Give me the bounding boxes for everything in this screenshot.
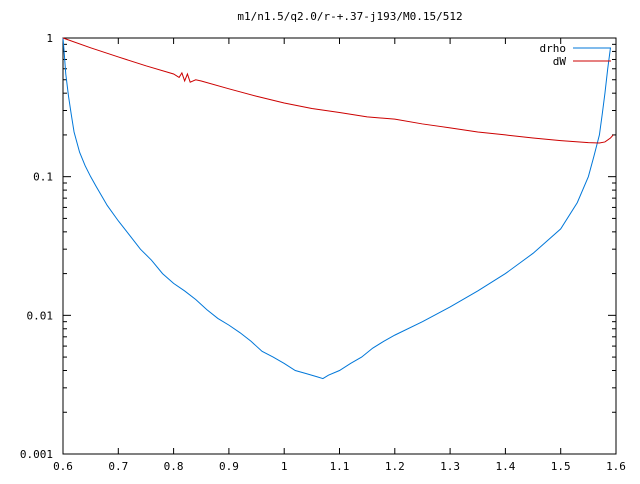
x-tick-label: 0.8 (164, 460, 184, 473)
x-tick-label: 1 (281, 460, 288, 473)
ticks-layer: 0.6 0.7 0.8 0.9 1 1.1 1.2 1.3 1.4 1.5 1.6 0.001 0.01… (20, 32, 626, 473)
y-tick-label: 0.01 (27, 309, 54, 322)
y-tick-label: 0.001 (20, 448, 53, 461)
x-tick-label: 0.6 (53, 460, 73, 473)
series-layer (62, 37, 614, 380)
plot-area-border (62, 37, 617, 455)
series-line-drho (62, 37, 611, 380)
x-tick-label: 0.9 (219, 460, 239, 473)
y-tick-label: 1 (46, 32, 53, 45)
x-tick-label: 1.3 (440, 460, 460, 473)
x-tick-label: 1.1 (330, 460, 350, 473)
x-tick-label: 0.7 (108, 460, 128, 473)
y-tick-label: 0.1 (33, 171, 53, 184)
x-tick-label: 1.5 (551, 460, 571, 473)
x-tick-label: 1.2 (385, 460, 405, 473)
legend-label-dW: dW (553, 55, 567, 68)
chart-title: m1/n1.5/q2.0/r-+.37-j193/M0.15/512 (237, 10, 462, 23)
series-line-dW (62, 37, 614, 144)
x-tick-label: 1.4 (495, 460, 515, 473)
legend-label-drho: drho (540, 42, 567, 55)
x-tick-label: 1.6 (606, 460, 626, 473)
